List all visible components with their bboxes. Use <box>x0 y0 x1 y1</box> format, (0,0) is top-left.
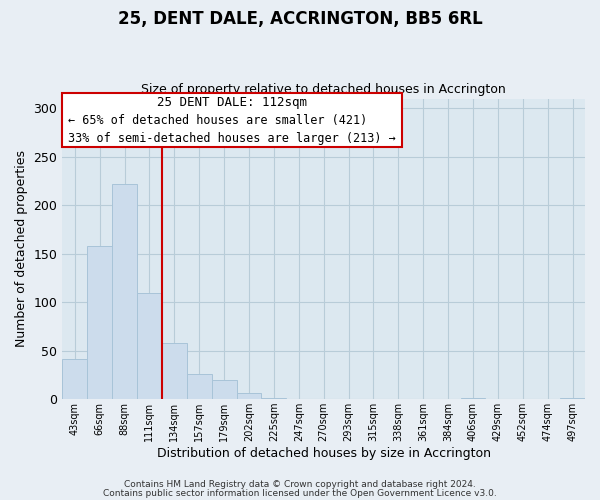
Text: Contains HM Land Registry data © Crown copyright and database right 2024.: Contains HM Land Registry data © Crown c… <box>124 480 476 489</box>
Bar <box>560 398 585 399</box>
Bar <box>62 360 87 399</box>
FancyBboxPatch shape <box>62 92 402 146</box>
X-axis label: Distribution of detached houses by size in Accrington: Distribution of detached houses by size … <box>157 447 491 460</box>
Text: ← 65% of detached houses are smaller (421): ← 65% of detached houses are smaller (42… <box>68 114 367 126</box>
Bar <box>461 398 485 399</box>
Bar <box>236 394 262 399</box>
Bar <box>262 398 286 399</box>
Text: 25, DENT DALE, ACCRINGTON, BB5 6RL: 25, DENT DALE, ACCRINGTON, BB5 6RL <box>118 10 482 28</box>
Title: Size of property relative to detached houses in Accrington: Size of property relative to detached ho… <box>141 83 506 96</box>
Bar <box>112 184 137 399</box>
Y-axis label: Number of detached properties: Number of detached properties <box>15 150 28 348</box>
Bar <box>137 294 162 399</box>
Bar <box>162 343 187 399</box>
Text: Contains public sector information licensed under the Open Government Licence v3: Contains public sector information licen… <box>103 488 497 498</box>
Bar <box>212 380 236 399</box>
Bar <box>87 246 112 399</box>
Text: 33% of semi-detached houses are larger (213) →: 33% of semi-detached houses are larger (… <box>68 132 395 144</box>
Text: 25 DENT DALE: 112sqm: 25 DENT DALE: 112sqm <box>157 96 307 108</box>
Bar <box>187 374 212 399</box>
